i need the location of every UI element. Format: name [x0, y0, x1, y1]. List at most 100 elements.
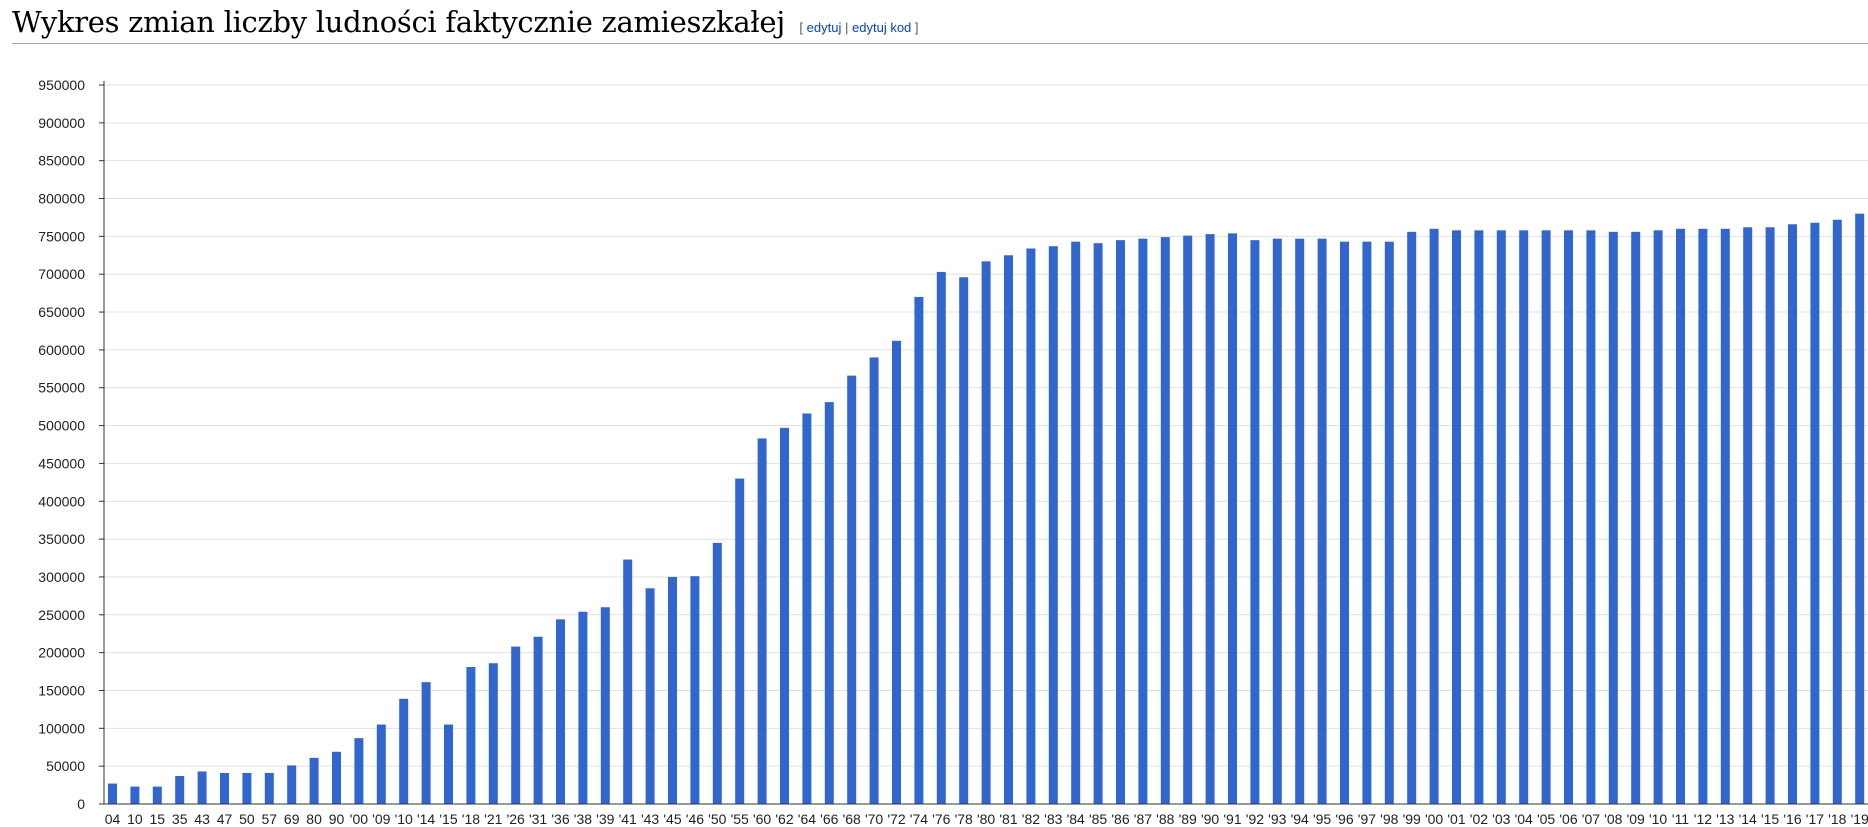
edit-bracket-open: [	[799, 20, 804, 35]
x-tick-label: '66	[820, 811, 838, 827]
x-tick-label: '09	[1627, 811, 1645, 827]
bar-1	[130, 786, 140, 804]
x-tick-label: '18	[462, 811, 480, 827]
y-tick-label: 500000	[38, 418, 85, 434]
bar-54	[1317, 238, 1327, 805]
bar-23	[623, 559, 633, 804]
x-tick-label: '46	[686, 811, 704, 827]
x-tick-label: '07	[1582, 811, 1600, 827]
bars	[108, 213, 1865, 805]
x-tick-label: '04	[1515, 811, 1533, 827]
bar-64	[1541, 230, 1551, 804]
bar-78	[1855, 213, 1865, 805]
bar-20	[556, 619, 565, 804]
x-tick-label: '83	[1044, 811, 1062, 827]
bar-10	[332, 751, 341, 804]
x-tick-label: '80	[977, 811, 995, 827]
x-tick-label: 43	[194, 811, 210, 827]
x-tick-label: '84	[1067, 811, 1085, 827]
bar-13	[399, 698, 409, 804]
bar-26	[690, 576, 700, 804]
x-tick-label: '82	[1022, 811, 1040, 827]
bar-61	[1474, 230, 1484, 804]
x-tick-label: '92	[1246, 811, 1264, 827]
x-tick-label: 04	[105, 811, 121, 827]
x-tick-label: '12	[1694, 811, 1712, 827]
bar-60	[1452, 230, 1461, 804]
bar-45	[1116, 240, 1125, 804]
bar-9	[309, 757, 319, 804]
x-tick-label: '76	[932, 811, 950, 827]
x-tick-label: '50	[708, 811, 726, 827]
x-tick-label: '74	[910, 811, 928, 827]
y-tick-label: 900000	[38, 115, 85, 131]
bar-69	[1653, 230, 1663, 804]
x-tick-label: 57	[262, 811, 278, 827]
edit-code-link[interactable]: edytuj kod	[852, 20, 912, 35]
x-tick-label: '99	[1403, 811, 1421, 827]
bar-44	[1093, 243, 1103, 804]
bar-75	[1788, 224, 1797, 805]
x-tick-label: '85	[1089, 811, 1107, 827]
x-tick-label: '87	[1134, 811, 1152, 827]
y-tick-label: 550000	[38, 380, 85, 396]
section-heading: Wykres zmian liczby ludności faktycznie …	[12, 4, 1868, 44]
bar-31	[802, 413, 812, 804]
bar-41	[1026, 248, 1036, 804]
axes	[103, 81, 1868, 805]
edit-bracket-close: ]	[914, 20, 919, 35]
x-tick-label: '45	[663, 811, 681, 827]
edit-link[interactable]: edytuj	[806, 20, 842, 35]
x-tick-label: 90	[329, 811, 345, 827]
x-tick-label: 80	[306, 811, 322, 827]
y-tick-label: 600000	[38, 342, 85, 358]
x-tick-label: 10	[127, 811, 143, 827]
x-tick-label: '17	[1806, 811, 1824, 827]
x-tick-label: '62	[775, 811, 793, 827]
x-tick-label: 47	[217, 811, 233, 827]
bar-72	[1720, 228, 1730, 805]
x-tick-label: '15	[1761, 811, 1779, 827]
x-tick-label: '91	[1223, 811, 1241, 827]
bar-12	[376, 724, 386, 804]
bar-19	[533, 636, 543, 804]
x-tick-label: '95	[1313, 811, 1331, 827]
x-tick-label: '01	[1447, 811, 1465, 827]
x-tick-label: '08	[1604, 811, 1622, 827]
bar-8	[287, 765, 297, 804]
bar-17	[488, 663, 498, 804]
y-tick-label: 700000	[38, 266, 85, 282]
y-tick-label: 250000	[38, 607, 85, 623]
x-tick-label: '13	[1716, 811, 1734, 827]
y-tick-label: 850000	[38, 153, 85, 169]
bar-35	[892, 340, 901, 804]
bar-2	[152, 786, 162, 804]
x-tick-label: '36	[551, 811, 569, 827]
bar-71	[1698, 228, 1708, 805]
x-tick-label: '10	[1649, 811, 1667, 827]
x-tick-label: '98	[1380, 811, 1398, 827]
bar-67	[1608, 231, 1618, 804]
bar-27	[712, 542, 722, 804]
x-tick-label: '38	[574, 811, 592, 827]
bar-22	[600, 607, 610, 804]
bar-65	[1564, 230, 1573, 804]
y-axis-tick-labels: 0 50000 100000 150000 200000 250000 300000 3500…	[38, 77, 85, 812]
y-tick-label: 200000	[38, 645, 85, 661]
bar-42	[1048, 246, 1058, 804]
x-tick-label: 50	[239, 811, 255, 827]
y-tick-label: 800000	[38, 191, 85, 207]
bar-11	[354, 738, 364, 804]
bar-28	[735, 478, 745, 804]
bar-49	[1205, 234, 1215, 804]
x-axis-tick-labels: 04 10 15 35 43 47 50 57 69 80 90'00'09'10'14'15'18…	[105, 811, 1868, 827]
y-tick-label: 950000	[38, 77, 85, 93]
bar-3	[175, 775, 185, 804]
bar-29	[757, 438, 767, 804]
x-tick-label: '72	[887, 811, 905, 827]
section-title: Wykres zmian liczby ludności faktycznie …	[12, 5, 785, 39]
x-tick-label: '10	[395, 811, 413, 827]
population-bar-chart: 0 50000 100000 150000 200000 250000 300000 3500…	[38, 77, 1868, 827]
x-tick-label: '02	[1470, 811, 1488, 827]
bar-37	[936, 271, 946, 804]
